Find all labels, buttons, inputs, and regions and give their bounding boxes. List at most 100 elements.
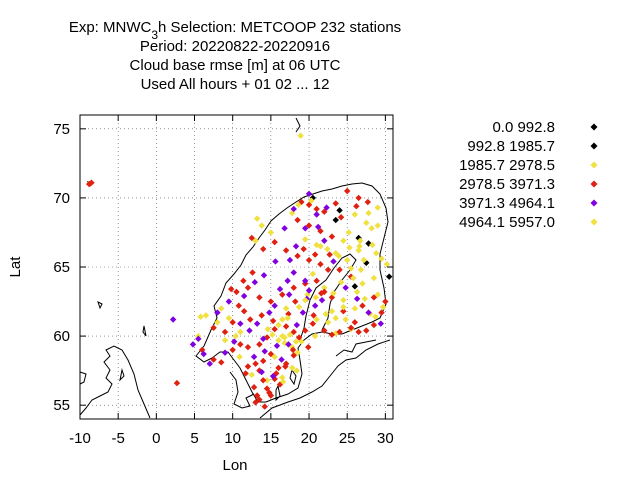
y-tick-label: 65 <box>53 259 70 276</box>
data-point <box>244 363 252 370</box>
data-point <box>322 310 330 318</box>
data-point <box>336 266 343 273</box>
data-point <box>345 229 352 236</box>
data-point <box>290 328 297 336</box>
data-point <box>279 374 286 381</box>
data-point <box>256 294 263 301</box>
data-point <box>309 270 317 278</box>
data-point <box>206 360 213 367</box>
data-point <box>374 222 381 229</box>
data-point <box>294 349 301 356</box>
data-point <box>275 321 282 329</box>
title-line: Cloud base rmse [m] at 06 UTC <box>130 57 341 74</box>
x-tick-label: 10 <box>224 430 241 447</box>
data-point <box>351 283 359 290</box>
data-point <box>281 225 288 232</box>
legend-label: 2978.5 3971.3 <box>459 176 555 193</box>
data-point <box>281 334 288 341</box>
data-point <box>370 274 378 282</box>
data-point <box>335 252 342 260</box>
data-point <box>332 314 339 322</box>
data-point <box>227 285 235 293</box>
data-point <box>293 367 301 374</box>
data-point <box>324 266 332 273</box>
data-point <box>378 255 385 262</box>
data-point <box>305 287 313 294</box>
data-point <box>221 328 229 336</box>
data-point <box>305 222 313 229</box>
x-tick-label: 15 <box>263 430 280 447</box>
data-point <box>340 237 347 244</box>
data-point <box>271 238 278 246</box>
data-point <box>324 245 331 253</box>
data-point <box>309 320 317 327</box>
legend-marker <box>590 161 598 169</box>
data-point <box>271 353 278 361</box>
data-point <box>328 233 336 240</box>
data-point <box>279 291 286 298</box>
data-point <box>271 325 278 333</box>
data-point <box>359 302 366 309</box>
data-point <box>275 337 282 344</box>
data-point <box>351 319 359 326</box>
data-point <box>240 308 248 315</box>
data-point <box>297 132 304 139</box>
data-point <box>355 328 362 336</box>
data-point <box>318 296 326 304</box>
data-point <box>305 201 313 209</box>
data-point <box>295 334 303 341</box>
data-point <box>302 277 309 285</box>
data-point <box>328 331 336 338</box>
data-point <box>289 364 296 372</box>
data-point <box>266 309 273 316</box>
data-point <box>370 321 378 329</box>
data-point <box>361 295 368 302</box>
data-point <box>355 247 362 254</box>
data-point <box>237 341 244 348</box>
data-point <box>214 309 221 316</box>
legend-marker <box>590 218 598 226</box>
x-tick-label: 30 <box>377 430 394 447</box>
data-point <box>343 256 351 264</box>
data-point <box>267 350 275 358</box>
data-point <box>302 225 309 232</box>
data-point <box>263 377 271 384</box>
data-point <box>293 321 301 329</box>
data-point <box>261 403 268 410</box>
data-point <box>292 243 300 250</box>
legend-label: 3971.3 4964.1 <box>459 195 555 212</box>
data-point <box>246 327 253 334</box>
data-point <box>324 319 332 326</box>
data-point <box>295 201 302 209</box>
legend: 0.0 992.8 992.8 1985.7 1985.7 2978.5 2978.5… <box>459 119 598 231</box>
data-point <box>313 277 320 285</box>
data-point <box>85 180 93 188</box>
data-point <box>264 325 271 333</box>
y-tick-label: 55 <box>53 397 70 414</box>
data-point <box>282 363 289 370</box>
data-point <box>260 245 267 253</box>
data-point <box>237 328 244 336</box>
x-axis-ticks: -10 -5 0 5 10 15 20 25 30 <box>69 115 394 447</box>
data-point <box>218 305 225 312</box>
x-tick-label: -10 <box>69 430 91 447</box>
data-point <box>353 203 360 210</box>
data-point <box>359 280 366 287</box>
data-point <box>350 274 357 282</box>
data-point <box>251 279 259 286</box>
data-point <box>276 285 284 293</box>
data-point <box>202 312 210 319</box>
title-line: Period: 20220822-20220916 <box>140 38 330 55</box>
data-point <box>279 316 286 323</box>
data-point <box>317 227 324 235</box>
data-point <box>323 204 330 211</box>
data-point <box>273 342 281 349</box>
data-point <box>258 368 265 376</box>
data-point <box>250 384 258 391</box>
legend-label: 4964.1 5957.0 <box>459 214 555 231</box>
data-point <box>309 194 317 202</box>
data-point <box>373 249 380 257</box>
data-point <box>385 273 393 280</box>
data-point <box>267 229 275 236</box>
data-point <box>298 338 305 345</box>
